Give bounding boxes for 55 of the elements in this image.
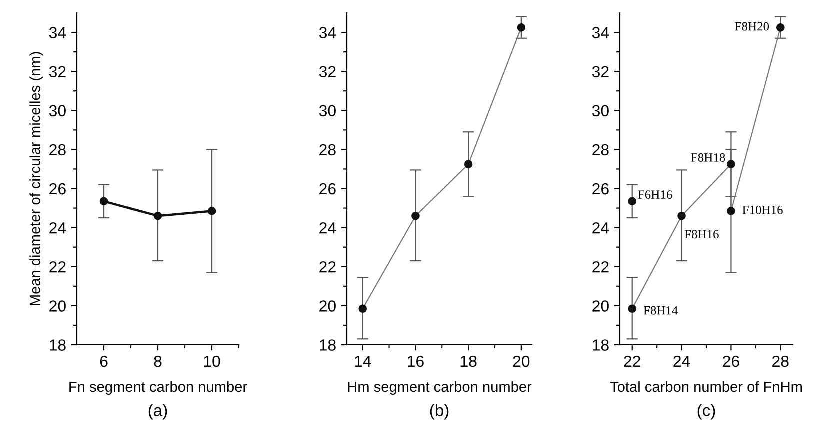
y-tick-label: 18	[320, 340, 336, 351]
point	[100, 197, 108, 206]
text: (c)	[698, 404, 716, 420]
y-tick-label: 24	[50, 222, 66, 234]
y-tick-label: 22	[50, 262, 66, 273]
y-tick-label: 20	[592, 300, 609, 312]
y-tick-label: 26	[592, 183, 609, 195]
annotation: F8H20	[735, 22, 770, 31]
x-tick-label: 24	[674, 356, 690, 367]
annotation: F8H18	[691, 153, 726, 162]
x-tick-label: 22	[624, 356, 640, 367]
y-tick-label: 30	[319, 105, 336, 117]
y-tick-label: 34	[49, 27, 66, 38]
text: (b)	[430, 404, 449, 420]
x-tick-label: 10	[204, 356, 220, 368]
y-tick-label: 20	[50, 300, 66, 312]
x-tick-label: 26	[723, 356, 740, 368]
y-tick-label: 32	[319, 66, 336, 78]
annotation: F6H16	[638, 190, 672, 200]
y-tick-label: 34	[319, 27, 336, 38]
y-tick-label: 24	[592, 222, 610, 234]
text: (a)	[148, 404, 168, 420]
point	[154, 212, 162, 220]
y-tick-label: 26	[50, 183, 66, 195]
y-tick-label: 34	[592, 27, 610, 38]
y-tick-label: 32	[49, 66, 66, 78]
x-axis-title: Hm segment carbon number	[348, 381, 532, 396]
y-tick-label: 20	[320, 300, 336, 312]
y-tick-label: 30	[49, 105, 66, 117]
y-axis-title: Mean diameter of circular micelles (nm)	[30, 52, 44, 306]
y-tick-label: 30	[592, 105, 609, 117]
y-tick-label: 18	[593, 340, 609, 351]
x-tick-label: 8	[154, 356, 162, 368]
y-tick-label: 32	[592, 66, 609, 78]
y-tick-label: 28	[50, 144, 66, 156]
y-tick-label: 22	[592, 262, 609, 273]
x-axis-title: Total carbon number of FnHm	[610, 381, 802, 392]
annotation: F10H16	[742, 206, 783, 214]
y-tick-label: 28	[592, 144, 609, 156]
annotation: F8H14	[644, 306, 678, 315]
x-tick-label: 16	[408, 356, 424, 368]
y-tick-label: 28	[320, 144, 336, 156]
y-tick-label: 22	[320, 262, 336, 273]
x-tick-label: 18	[460, 356, 477, 368]
y-tick-label: 18	[50, 340, 66, 351]
x-tick-label: 28	[772, 356, 789, 368]
x-axis-title: Fn segment carbon number	[70, 381, 248, 396]
point	[208, 207, 216, 216]
y-tick-label: 24	[320, 222, 336, 234]
point	[628, 197, 637, 206]
x-tick-label: 6	[100, 356, 108, 368]
y-tick-label: 26	[320, 183, 336, 195]
x-tick-label: 14	[355, 356, 372, 367]
annotation: F8H16	[684, 230, 719, 239]
x-tick-label: 20	[513, 356, 530, 368]
